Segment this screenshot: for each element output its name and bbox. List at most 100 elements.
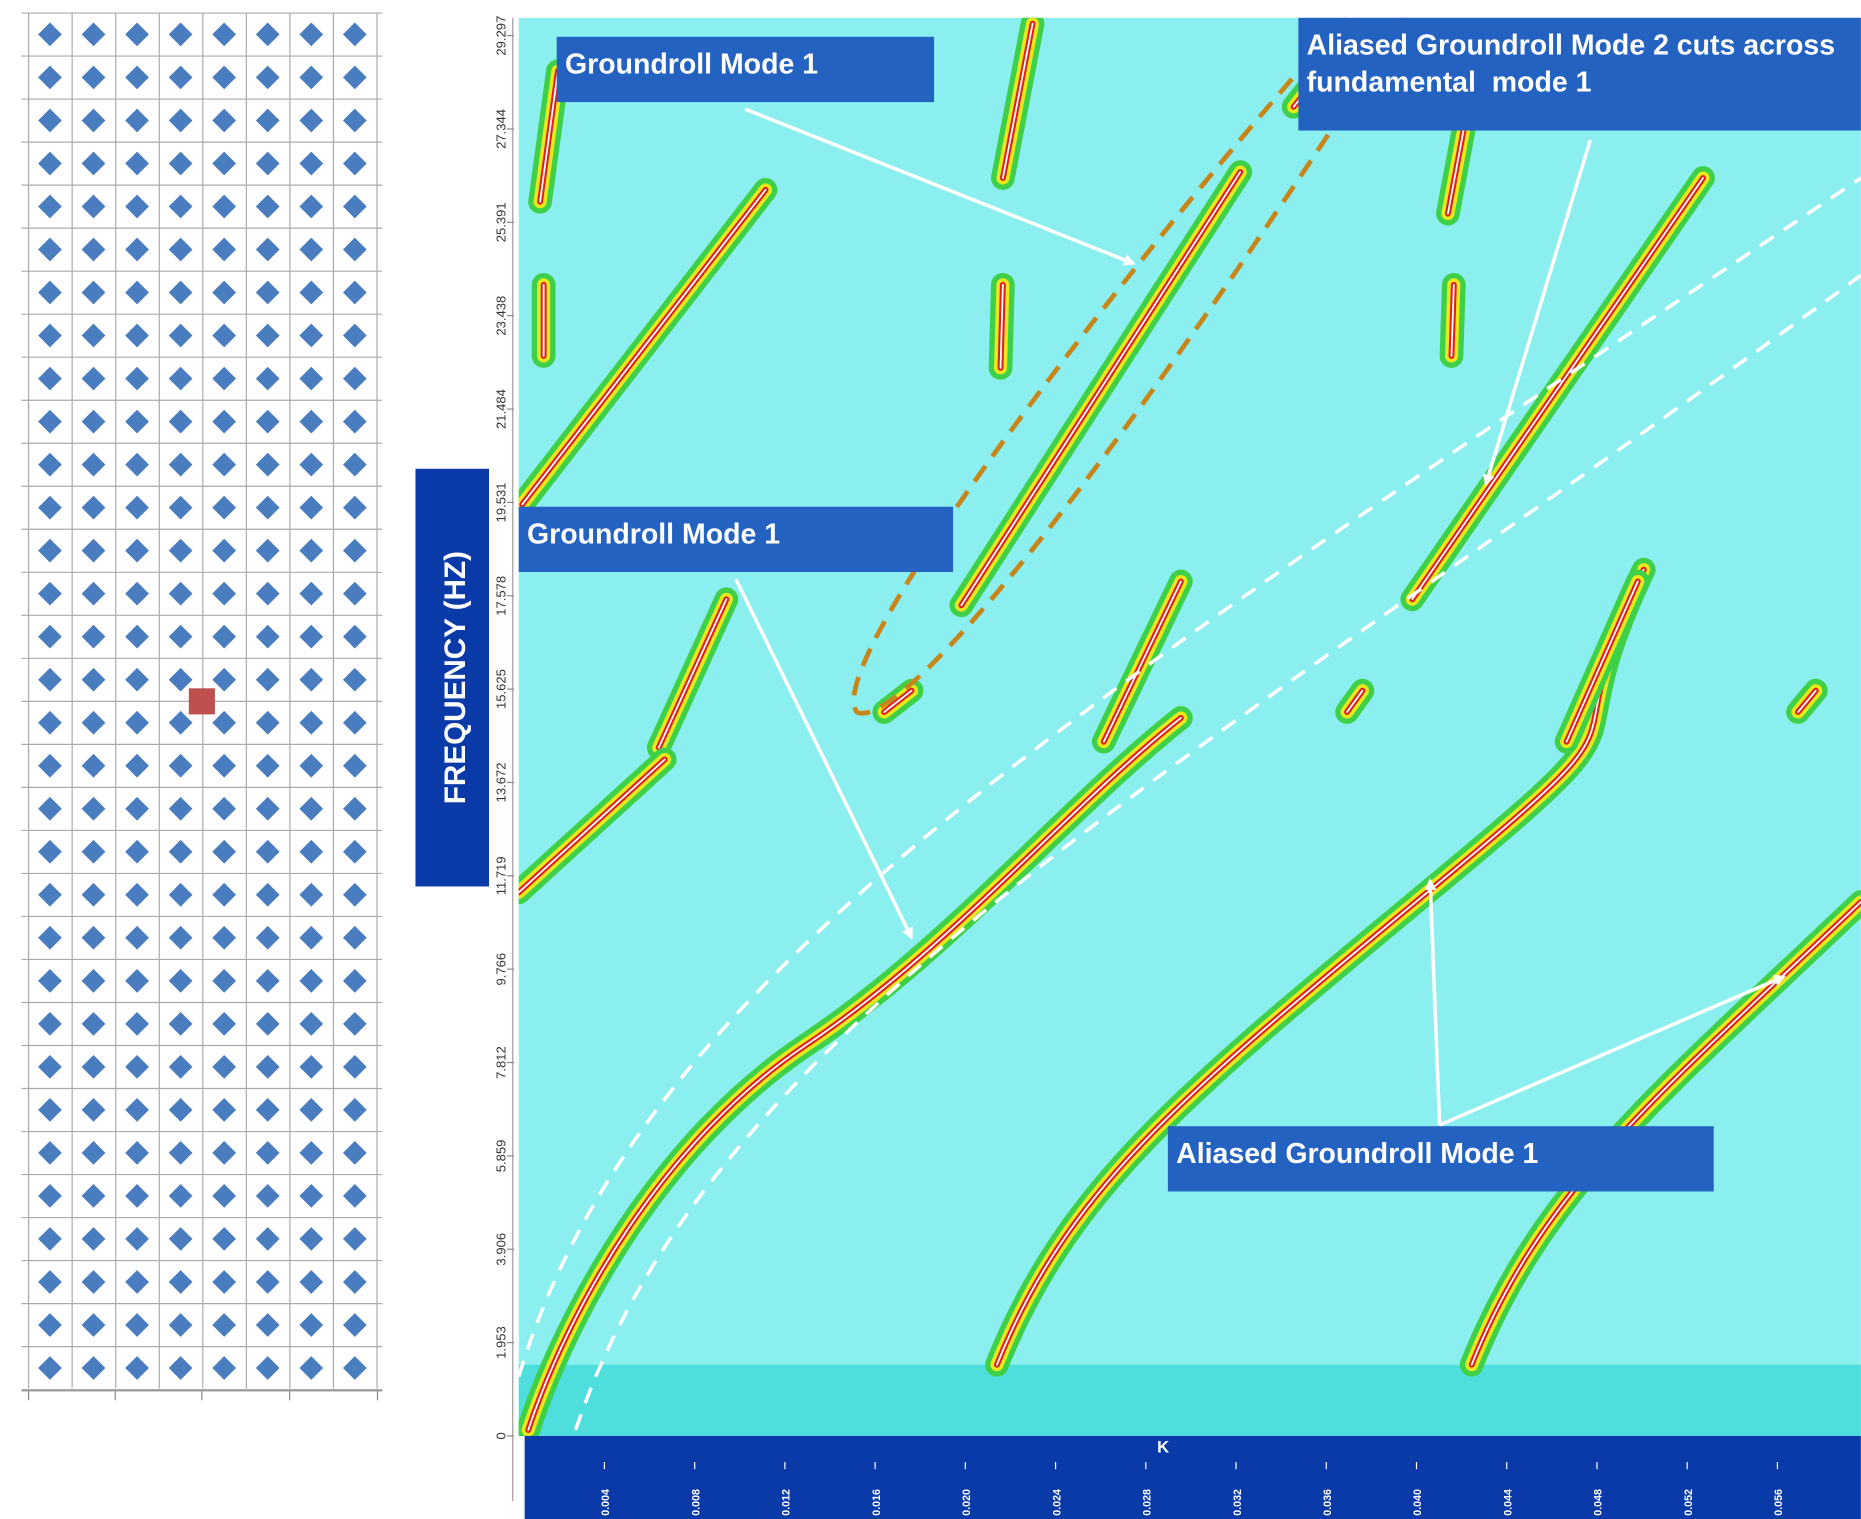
receiver — [256, 625, 280, 649]
receiver — [299, 1012, 323, 1036]
receiver — [343, 109, 367, 133]
receiver — [343, 23, 367, 47]
y-tick-label: 3.906 — [494, 1233, 509, 1266]
receiver — [38, 195, 62, 219]
receiver — [343, 840, 367, 864]
receiver — [256, 539, 280, 563]
y-tick-label: 5.859 — [494, 1140, 509, 1173]
x-tick-label: 0.040 — [1412, 1489, 1424, 1516]
annotation-text: fundamental mode 1 — [1307, 66, 1592, 98]
y-tick-label: 29.297 — [494, 16, 509, 56]
receiver — [299, 1098, 323, 1122]
y-tick-label: 7.812 — [494, 1046, 509, 1079]
receiver — [169, 281, 193, 305]
receiver — [212, 238, 236, 262]
receiver — [299, 109, 323, 133]
receiver — [299, 711, 323, 735]
receiver — [125, 625, 149, 649]
receiver — [256, 195, 280, 219]
receiver — [212, 367, 236, 391]
receiver — [82, 496, 106, 520]
receiver — [256, 496, 280, 520]
receiver — [299, 840, 323, 864]
receiver — [256, 238, 280, 262]
receiver — [212, 1141, 236, 1165]
receiver — [343, 625, 367, 649]
receiver — [212, 797, 236, 821]
x-tick-label: 0.044 — [1502, 1489, 1514, 1516]
receiver — [82, 1098, 106, 1122]
receiver — [169, 1184, 193, 1208]
receiver — [125, 926, 149, 950]
receiver — [212, 66, 236, 90]
receiver — [212, 1227, 236, 1251]
receiver — [343, 410, 367, 434]
receiver — [82, 410, 106, 434]
receiver — [169, 195, 193, 219]
receiver — [169, 1227, 193, 1251]
receiver — [343, 1012, 367, 1036]
receiver — [38, 1184, 62, 1208]
receiver — [38, 797, 62, 821]
receiver — [169, 367, 193, 391]
receiver — [125, 840, 149, 864]
receiver — [343, 1055, 367, 1079]
receiver — [125, 1356, 149, 1380]
receiver — [38, 1356, 62, 1380]
receiver — [212, 1012, 236, 1036]
receiver — [212, 1270, 236, 1294]
receiver — [169, 496, 193, 520]
receiver — [125, 1141, 149, 1165]
receiver — [256, 926, 280, 950]
receiver — [82, 23, 106, 47]
receiver — [169, 1356, 193, 1380]
receiver — [82, 367, 106, 391]
receiver — [256, 1184, 280, 1208]
receiver — [212, 668, 236, 692]
receiver — [38, 109, 62, 133]
receiver — [38, 496, 62, 520]
receiver — [125, 109, 149, 133]
receiver — [256, 66, 280, 90]
spectrum — [519, 9, 1861, 1435]
receiver — [82, 238, 106, 262]
receiver — [343, 1313, 367, 1337]
receiver-grid — [21, 13, 382, 1400]
receiver — [212, 324, 236, 348]
receiver — [299, 582, 323, 606]
receiver — [212, 754, 236, 778]
receiver — [299, 238, 323, 262]
receiver — [256, 1356, 280, 1380]
receiver — [125, 754, 149, 778]
y-tick-label: 11.719 — [494, 856, 509, 895]
receiver — [343, 453, 367, 477]
receiver — [125, 1055, 149, 1079]
y-tick-label: 19.531 — [494, 482, 509, 522]
receiver — [125, 281, 149, 305]
receiver — [299, 1356, 323, 1380]
receiver — [169, 1141, 193, 1165]
receiver — [82, 711, 106, 735]
receiver — [169, 1270, 193, 1294]
receiver — [169, 66, 193, 90]
receiver — [299, 1141, 323, 1165]
receiver — [38, 1227, 62, 1251]
receiver — [299, 926, 323, 950]
receiver — [212, 410, 236, 434]
receiver — [125, 324, 149, 348]
receiver — [82, 281, 106, 305]
receiver — [343, 797, 367, 821]
receiver — [38, 324, 62, 348]
receiver — [343, 238, 367, 262]
receiver — [169, 152, 193, 176]
annotation-text: Aliased Groundroll Mode 1 — [1176, 1138, 1538, 1170]
receiver — [82, 1270, 106, 1294]
receiver — [169, 410, 193, 434]
receiver — [343, 668, 367, 692]
receiver — [125, 367, 149, 391]
receiver — [256, 367, 280, 391]
receiver — [212, 23, 236, 47]
receiver — [343, 1227, 367, 1251]
receiver — [299, 797, 323, 821]
receiver — [212, 1098, 236, 1122]
